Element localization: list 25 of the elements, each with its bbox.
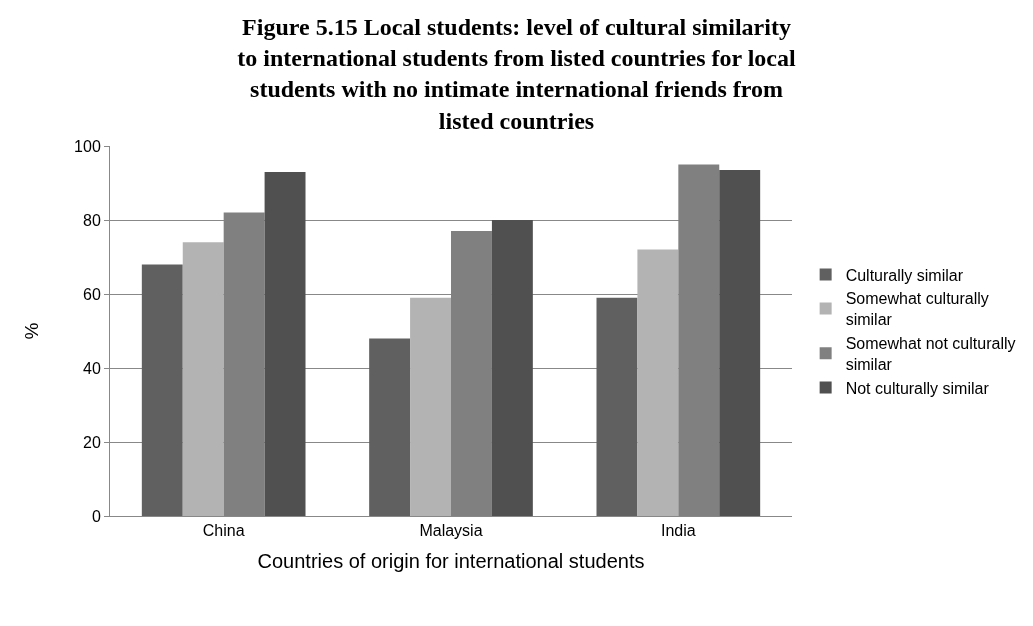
bar — [596, 297, 638, 516]
bar — [264, 171, 306, 516]
bar — [410, 297, 451, 516]
bar — [719, 170, 761, 516]
y-axis-title: % — [20, 322, 42, 340]
bar — [637, 249, 679, 516]
y-tick-label: 80 — [83, 211, 101, 229]
chart-title: Figure 5.15 Local students: level of cultural similarity to international students from listed countries for local students with no intimate international friends from listed countries — [237, 14, 797, 134]
bar — [182, 242, 224, 516]
legend-label: Not culturally similar — [845, 379, 990, 397]
legend-label: Somewhat culturally similar — [845, 290, 989, 329]
x-tick-label: Malaysia — [419, 522, 483, 540]
y-tick-label: 20 — [83, 433, 101, 451]
x-tick-label: India — [660, 522, 696, 540]
y-tick-label: 60 — [83, 285, 101, 303]
y-tick-label: 0 — [91, 507, 101, 525]
legend-label: Culturally similar — [845, 266, 964, 284]
bar — [141, 264, 183, 516]
bar — [369, 338, 411, 516]
bar — [491, 220, 533, 516]
legend-label: Somewhat not culturally similar — [845, 335, 1016, 373]
y-tick-label: 40 — [83, 359, 101, 377]
x-axis-title: Countries of origin for international students — [257, 549, 645, 572]
y-tick-label: 100 — [74, 137, 101, 155]
x-tick-label: China — [202, 522, 245, 540]
